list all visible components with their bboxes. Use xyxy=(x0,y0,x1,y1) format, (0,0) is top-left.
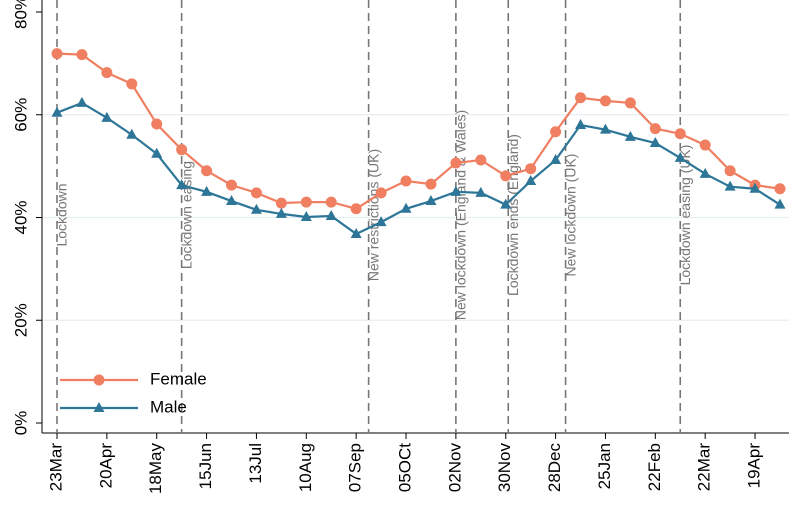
point xyxy=(51,48,63,60)
point xyxy=(400,202,412,213)
point xyxy=(400,175,412,187)
y-tick-label: 40% xyxy=(11,200,30,234)
x-tick-label: 10Aug xyxy=(296,443,315,492)
point xyxy=(226,179,238,191)
point xyxy=(525,175,537,186)
point xyxy=(151,118,163,130)
point xyxy=(525,163,537,175)
point xyxy=(450,157,462,169)
point xyxy=(550,153,562,164)
point xyxy=(649,123,661,135)
point xyxy=(226,195,238,206)
x-tick-label: 13Jul xyxy=(246,443,265,484)
x-tick-label: 02Nov xyxy=(445,443,464,493)
point xyxy=(699,139,711,151)
event-label: New lockdown (England & Wales) xyxy=(453,110,469,320)
legend-marker xyxy=(93,402,105,412)
point xyxy=(176,179,188,190)
point xyxy=(76,96,88,107)
series-line xyxy=(56,52,781,210)
point xyxy=(624,130,636,141)
x-tick-label: 28Dec xyxy=(545,443,564,493)
x-tick-label: 07Sep xyxy=(346,443,365,492)
point xyxy=(375,187,387,199)
point xyxy=(325,196,337,208)
point xyxy=(599,95,611,107)
point xyxy=(599,123,611,134)
x-tick-label: 30Nov xyxy=(495,443,514,493)
y-tick-label: 20% xyxy=(11,303,30,337)
point xyxy=(674,151,686,162)
y-tick-label: 0% xyxy=(11,411,30,436)
point xyxy=(425,195,437,206)
event-label: New lockdown (UK) xyxy=(562,154,578,277)
point xyxy=(201,185,213,196)
legend-marker xyxy=(93,374,105,386)
x-tick-label: 15Jun xyxy=(196,443,215,489)
point xyxy=(575,92,587,104)
x-tick-label: 05OCt xyxy=(396,443,415,492)
point xyxy=(201,165,213,177)
point xyxy=(475,186,487,197)
point xyxy=(774,198,786,209)
point xyxy=(300,210,312,221)
point xyxy=(450,185,462,196)
legend-label: Female xyxy=(150,369,207,388)
point xyxy=(649,137,661,148)
y-tick-label: 60% xyxy=(11,98,30,132)
x-tick-label: 25Jan xyxy=(595,443,614,489)
point xyxy=(624,97,636,109)
event-label: Lockdown easing (UK) xyxy=(677,145,693,286)
point xyxy=(425,178,437,190)
x-tick-label: 23Mar xyxy=(46,443,65,492)
series-line xyxy=(56,101,781,236)
point xyxy=(300,196,312,208)
event-label: Lockdown xyxy=(54,183,70,246)
point xyxy=(126,128,138,139)
point xyxy=(375,216,387,227)
point xyxy=(250,187,262,199)
point xyxy=(250,203,262,214)
event-label: Lockdown easing xyxy=(178,161,194,269)
point xyxy=(550,126,562,138)
point xyxy=(674,128,686,140)
x-tick-label: 22Feb xyxy=(645,443,664,491)
point xyxy=(176,144,188,156)
event-label: New restrictions (UK) xyxy=(365,149,381,281)
point xyxy=(724,180,736,191)
x-tick-label: 19Apr xyxy=(745,443,764,489)
point xyxy=(500,170,512,182)
point xyxy=(575,119,587,130)
point xyxy=(475,154,487,166)
point xyxy=(500,198,512,209)
legend-label: Male xyxy=(150,397,187,416)
point xyxy=(724,165,736,177)
point xyxy=(126,78,138,90)
point xyxy=(275,197,287,209)
point xyxy=(749,182,761,193)
point xyxy=(101,111,113,122)
point xyxy=(325,209,337,220)
point xyxy=(151,147,163,158)
event-label: Lockdown ends (England) xyxy=(505,134,521,296)
x-tick-label: 18May xyxy=(146,443,165,495)
point xyxy=(350,227,362,238)
x-tick-label: 20Apr xyxy=(96,443,115,489)
point xyxy=(350,203,362,215)
point xyxy=(275,207,287,218)
point xyxy=(774,183,786,195)
point xyxy=(51,106,63,117)
point xyxy=(699,167,711,178)
y-tick-label: 80% xyxy=(11,0,30,29)
point xyxy=(76,49,88,61)
x-tick-label: 22Mar xyxy=(695,443,714,492)
point xyxy=(101,67,113,79)
